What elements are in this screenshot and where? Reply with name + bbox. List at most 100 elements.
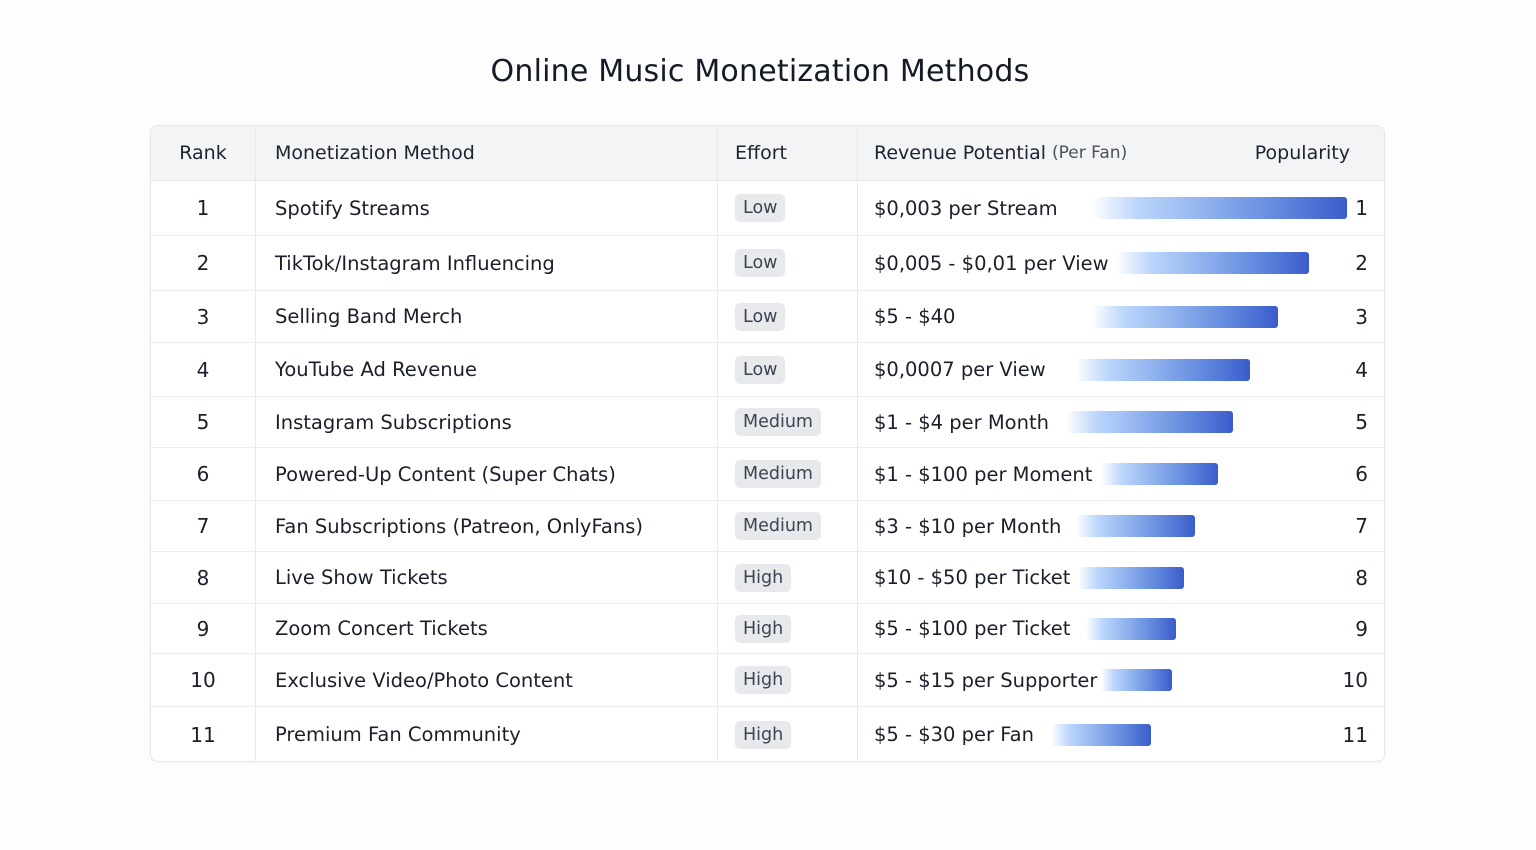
table-row[interactable]: 9 Zoom Concert Tickets High $5 - $100 per T… [151, 604, 1384, 654]
rank-cell: 5 [151, 397, 256, 447]
header-revenue-label: Revenue Potential [874, 142, 1047, 164]
revenue-cell: $1 - $4 per Month 5 [858, 397, 1384, 447]
revenue-value: $1 - $100 per Moment [874, 462, 1093, 486]
rank-value: 2 [196, 251, 210, 275]
table-header: Rank Monetization Method Effort Revenue … [151, 126, 1384, 181]
method-cell: Spotify Streams [256, 181, 718, 235]
table-row[interactable]: 4 YouTube Ad Revenue Low $0,0007 per View 4 [151, 343, 1384, 397]
method-cell: TikTok/Instagram Influencing [256, 236, 718, 290]
rank-value: 10 [190, 668, 216, 692]
header-rank[interactable]: Rank [151, 126, 256, 180]
method-cell: Exclusive Video/Photo Content [256, 654, 718, 706]
effort-cell: Medium [718, 397, 858, 447]
popularity-bar [1091, 197, 1347, 219]
popularity-value: 1 [1355, 196, 1368, 220]
rank-cell: 7 [151, 501, 256, 551]
effort-badge: Medium [735, 512, 821, 540]
popularity-value: 6 [1355, 462, 1368, 486]
popularity-value: 7 [1355, 514, 1368, 538]
effort-badge: Low [735, 249, 786, 277]
rank-value: 3 [196, 304, 210, 329]
table-row[interactable]: 3 Selling Band Merch Low $5 - $40 3 [151, 291, 1384, 343]
method-cell: Powered-Up Content (Super Chats) [256, 448, 718, 500]
effort-cell: Low [718, 236, 858, 290]
revenue-cell: $5 - $15 per Supporter 10 [858, 654, 1384, 706]
method-cell: Live Show Tickets [256, 552, 718, 603]
effort-cell: Medium [718, 448, 858, 500]
rank-cell: 11 [151, 707, 256, 761]
revenue-cell: $5 - $40 3 [858, 291, 1384, 342]
popularity-bar [1051, 723, 1151, 746]
popularity-value: 11 [1342, 722, 1368, 747]
method-cell: Zoom Concert Tickets [256, 604, 718, 653]
table-row[interactable]: 1 Spotify Streams Low $0,003 per Stream 1 [151, 181, 1384, 236]
popularity-bar [1076, 515, 1195, 537]
header-method[interactable]: Monetization Method [256, 126, 718, 180]
effort-badge: High [735, 563, 792, 592]
method-cell: Premium Fan Community [256, 707, 718, 761]
rank-value: 6 [196, 462, 210, 486]
effort-cell: Medium [718, 501, 858, 551]
rank-cell: 3 [151, 291, 256, 342]
rank-cell: 10 [151, 654, 256, 706]
effort-badge: High [735, 614, 792, 643]
revenue-value: $3 - $10 per Month [874, 514, 1062, 538]
revenue-cell: $0,003 per Stream 1 [858, 181, 1384, 235]
revenue-value: $5 - $100 per Ticket [874, 617, 1071, 640]
revenue-cell: $0,0007 per View 4 [858, 343, 1384, 396]
popularity-value: 3 [1355, 304, 1368, 329]
rank-value: 9 [196, 616, 210, 641]
page-title: Online Music Monetization Methods [490, 54, 1030, 89]
table-row[interactable]: 11 Premium Fan Community High $5 - $30 per … [151, 707, 1384, 761]
effort-cell: High [718, 654, 858, 706]
revenue-value: $0,0007 per View [874, 358, 1046, 381]
table-row[interactable]: 5 Instagram Subscriptions Medium $1 - $4 pe… [151, 397, 1384, 448]
header-revenue[interactable]: Revenue Potential (Per Fan) [858, 126, 1384, 180]
table-row[interactable]: 6 Powered-Up Content (Super Chats) Medium $… [151, 448, 1384, 501]
revenue-value: $0,003 per Stream [874, 196, 1058, 220]
rank-cell: 1 [151, 181, 256, 235]
effort-badge: High [735, 720, 792, 749]
table-row[interactable]: 10 Exclusive Video/Photo Content High $5 - … [151, 654, 1384, 707]
table-row[interactable]: 8 Live Show Tickets High $10 - $50 per Tick… [151, 552, 1384, 604]
method-cell: Instagram Subscriptions [256, 397, 718, 447]
popularity-bar [1076, 358, 1250, 381]
table-row[interactable]: 7 Fan Subscriptions (Patreon, OnlyFans) Me… [151, 501, 1384, 552]
popularity-value: 8 [1355, 565, 1368, 590]
rank-value: 7 [196, 514, 210, 538]
rank-cell: 6 [151, 448, 256, 500]
revenue-cell: $5 - $100 per Ticket 9 [858, 604, 1384, 653]
rank-cell: 4 [151, 343, 256, 396]
revenue-value: $5 - $15 per Supporter [874, 668, 1098, 692]
rank-value: 4 [196, 357, 210, 382]
rank-cell: 8 [151, 552, 256, 603]
effort-badge: High [735, 666, 792, 694]
rank-value: 8 [196, 565, 210, 590]
revenue-value: $1 - $4 per Month [874, 410, 1049, 434]
effort-badge: Low [735, 302, 786, 331]
effort-cell: High [718, 604, 858, 653]
effort-cell: High [718, 552, 858, 603]
popularity-value: 2 [1355, 251, 1368, 275]
effort-cell: Low [718, 291, 858, 342]
effort-cell: Low [718, 181, 858, 235]
header-effort[interactable]: Effort [718, 126, 858, 180]
popularity-value: 10 [1342, 668, 1368, 692]
table-row[interactable]: 2 TikTok/Instagram Influencing Low $0,005 -… [151, 236, 1384, 291]
popularity-bar [1086, 617, 1176, 640]
popularity-bar [1066, 411, 1233, 433]
header-revenue-sub: (Per Fan) [1052, 143, 1128, 163]
popularity-value: 5 [1355, 410, 1368, 434]
revenue-value: $10 - $50 per Ticket [874, 566, 1071, 589]
popularity-bar [1101, 463, 1218, 485]
effort-badge: Medium [735, 460, 821, 488]
monetization-table: Rank Monetization Method Effort Revenue … [150, 125, 1385, 762]
popularity-value: 4 [1355, 357, 1368, 382]
effort-badge: Medium [735, 408, 821, 436]
header-popularity[interactable]: Popularity [1254, 142, 1350, 164]
rank-cell: 2 [151, 236, 256, 290]
effort-cell: High [718, 707, 858, 761]
popularity-bar [1091, 305, 1278, 328]
revenue-cell: $3 - $10 per Month 7 [858, 501, 1384, 551]
rank-value: 5 [196, 410, 210, 434]
